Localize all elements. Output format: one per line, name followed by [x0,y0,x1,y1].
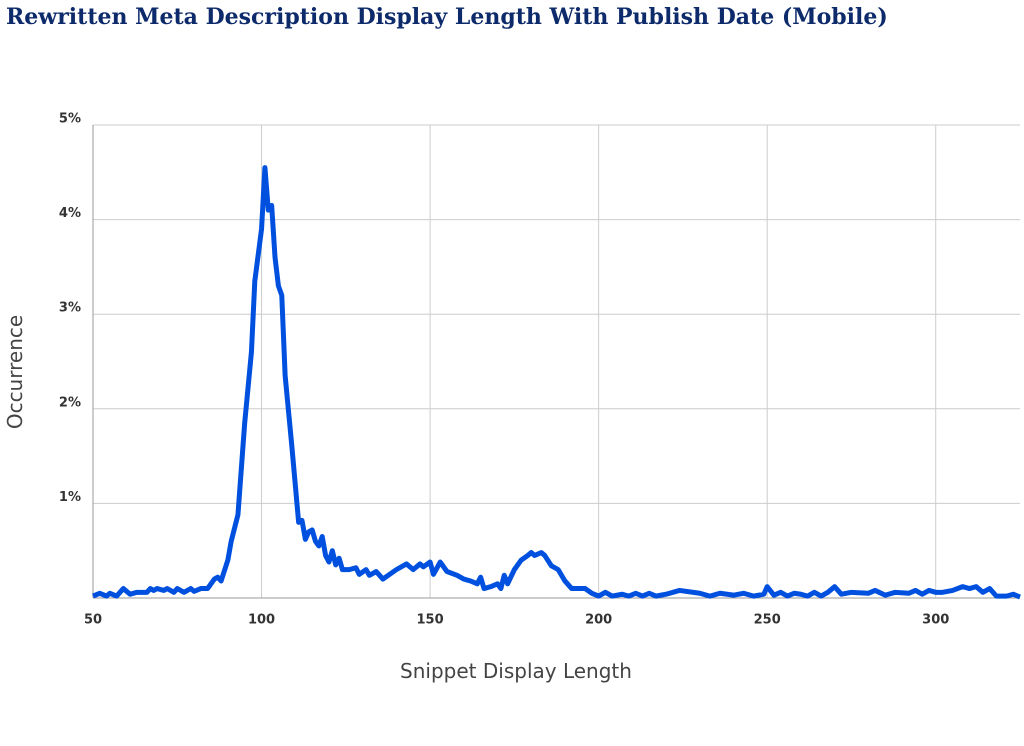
x-tick-label: 100 [248,613,275,628]
y-tick-label: 1% [59,490,81,505]
y-tick-label: 2% [59,395,81,410]
x-tick-label: 300 [922,613,949,628]
y-axis-label: Occurrence [3,315,27,429]
chart-title: Rewritten Meta Description Display Lengt… [6,4,888,30]
x-tick-label: 150 [417,613,444,628]
x-tick-label: 250 [754,613,781,628]
x-tick-label: 50 [84,613,102,628]
y-tick-label: 4% [59,206,81,221]
x-axis-label: Snippet Display Length [400,659,632,683]
y-tick-label: 5% [59,112,81,127]
data-line [92,165,1021,600]
y-tick-label: 3% [59,301,81,316]
x-tick-label: 200 [585,613,612,628]
